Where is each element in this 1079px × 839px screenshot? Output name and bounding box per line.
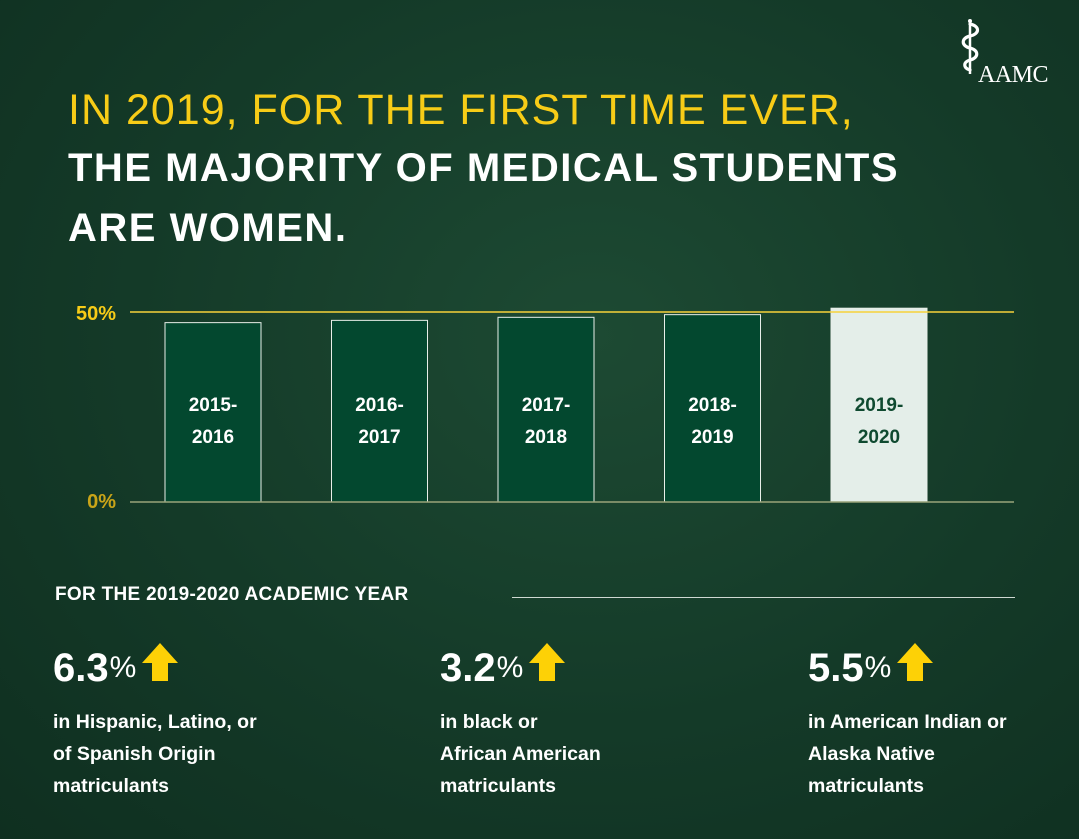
bar-label-2015-2016-2: 2016: [192, 427, 234, 448]
bar-label-2016-2017-2: 2017: [358, 427, 400, 448]
section-divider: [512, 597, 1015, 598]
stat-unit: %: [496, 651, 524, 684]
stat-description: in American Indian or Alaska Native matr…: [808, 711, 1007, 797]
bar-label-2019-2020-1: 2019-: [855, 395, 904, 416]
bar-label-2015-2016-1: 2015-: [189, 395, 238, 416]
bar-2015-2016: [164, 322, 262, 503]
stat-american-indian: 5.5% in American Indian or Alaska Native…: [808, 642, 1079, 802]
up-arrow-icon: [527, 641, 567, 688]
bar-label-2018-2019-1: 2018-: [688, 395, 737, 416]
stat-value: 3.2: [440, 646, 496, 690]
bar-label-2016-2017-1: 2016-: [355, 395, 404, 416]
stat-description: in Hispanic, Latino, or of Spanish Origi…: [53, 711, 257, 797]
y-tick-label-0: 0%: [87, 491, 116, 513]
aamc-logo: AAMC: [958, 18, 1058, 88]
bar-label-2018-2019-2: 2019: [691, 427, 733, 448]
section-title: FOR THE 2019-2020 ACADEMIC YEAR: [55, 584, 409, 605]
logo-text: AAMC: [978, 62, 1049, 88]
headline-line-1: IN 2019, FOR THE FIRST TIME EVER,: [68, 86, 854, 134]
stat-hispanic: 6.3% in Hispanic, Latino, or of Spanish …: [53, 642, 333, 802]
stat-unit: %: [864, 651, 892, 684]
bar-label-2017-2018-2: 2018: [525, 427, 567, 448]
bar-2018-2019: [664, 314, 761, 503]
caduceus-icon: [961, 19, 980, 74]
stat-value: 5.5: [808, 646, 864, 690]
bar-label-2017-2018-1: 2017-: [522, 395, 571, 416]
headline-line-3: ARE WOMEN.: [68, 206, 348, 250]
headline: IN 2019, FOR THE FIRST TIME EVER, THE MA…: [68, 82, 968, 258]
stat-value: 6.3: [53, 646, 109, 690]
stat-description: in black or African American matriculant…: [440, 711, 601, 797]
bar-chart: 2015- 2016 2016- 2017 2017- 2018 2018- 2019 2019…: [76, 303, 1014, 513]
bar-2019-2020: [830, 307, 928, 503]
y-tick-label-50: 50%: [76, 303, 116, 325]
up-arrow-icon: [895, 641, 935, 688]
stat-black-african-american: 3.2% in black or African American matric…: [440, 642, 720, 802]
up-arrow-icon: [140, 641, 180, 688]
bar-2017-2018: [497, 316, 595, 503]
bar-label-2019-2020-2: 2020: [858, 427, 900, 448]
stat-unit: %: [109, 651, 137, 684]
headline-line-2: THE MAJORITY OF MEDICAL STUDENTS: [68, 146, 900, 190]
bar-2016-2017: [331, 319, 428, 503]
